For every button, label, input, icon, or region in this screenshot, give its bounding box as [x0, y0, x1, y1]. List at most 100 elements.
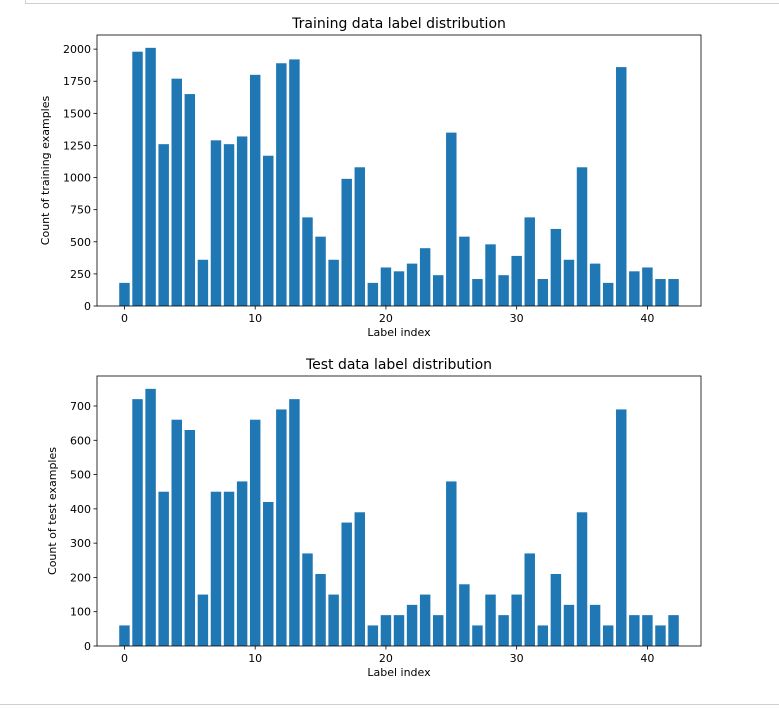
test-bar-19: [367, 625, 379, 646]
training-bar-11: [263, 155, 274, 306]
notebook-cell-border-bottom: [0, 704, 779, 705]
test-bar-10: [249, 419, 261, 646]
training-xtick-label-10: 10: [248, 312, 262, 325]
training-bar-15: [315, 236, 326, 306]
training-bar-39: [629, 271, 640, 306]
training-ytick-label-1250: 1250: [63, 139, 91, 152]
training-ytick-label-250: 250: [70, 268, 91, 281]
test-bar-7: [210, 491, 222, 646]
test-bar-31: [524, 553, 535, 646]
training-ytick-label-1750: 1750: [63, 75, 91, 88]
test-ytick-label-600: 600: [70, 434, 91, 447]
training-chart: 0 10 20 30 40 0 250 500 750 1000 1250 1500 1750 2000 T…: [39, 16, 702, 339]
test-bar-23: [419, 594, 431, 646]
test-bar-32: [537, 625, 549, 646]
test-bar-20: [380, 615, 392, 646]
test-bar-41: [655, 625, 666, 646]
training-bar-21: [393, 271, 405, 306]
training-ytick-label-750: 750: [70, 204, 91, 217]
training-bar-8: [223, 144, 235, 306]
training-chart-title: Training data label distribution: [291, 16, 506, 32]
training-bar-7: [210, 140, 222, 306]
training-bar-30: [511, 255, 522, 306]
test-bar-27: [472, 625, 483, 646]
training-ytick-label-1500: 1500: [63, 107, 91, 120]
test-bar-2: [145, 388, 156, 646]
training-bar-29: [498, 275, 509, 306]
test-bar-1: [132, 399, 143, 646]
test-ytick-label-0: 0: [84, 640, 91, 653]
training-x-axis-label: Label index: [367, 326, 431, 339]
training-bar-42: [668, 279, 679, 306]
test-bar-38: [616, 409, 627, 646]
training-bar-38: [616, 67, 627, 306]
test-bar-30: [511, 594, 522, 646]
training-bar-25: [446, 132, 457, 306]
training-bar-24: [432, 275, 444, 306]
test-bar-17: [341, 522, 352, 646]
test-bar-39: [629, 615, 640, 646]
test-ytick-label-400: 400: [70, 503, 91, 516]
training-bar-17: [341, 178, 352, 306]
training-bar-20: [380, 267, 392, 306]
training-bar-0: [119, 282, 130, 306]
training-bar-18: [354, 167, 366, 306]
test-bar-24: [432, 615, 444, 646]
test-ytick-label-100: 100: [70, 606, 91, 619]
test-bar-16: [328, 594, 339, 646]
test-bar-4: [171, 419, 182, 646]
training-xtick-label-30: 30: [510, 312, 524, 325]
test-bar-26: [459, 584, 470, 646]
training-bar-36: [589, 263, 601, 306]
test-bar-33: [550, 574, 562, 646]
training-bar-40: [642, 267, 653, 306]
test-xtick-label-0: 0: [121, 652, 128, 665]
training-bar-1: [132, 51, 143, 307]
test-plot-frame: [96, 375, 702, 647]
training-xtick-label-20: 20: [379, 312, 393, 325]
test-bar-0: [119, 625, 130, 646]
training-bar-34: [563, 259, 575, 306]
test-bar-15: [315, 574, 326, 646]
training-bar-3: [158, 144, 169, 306]
training-ytick-label-1000: 1000: [63, 172, 91, 185]
test-xtick-label-40: 40: [640, 652, 654, 665]
test-bar-25: [446, 481, 457, 646]
test-bar-11: [263, 502, 274, 646]
training-bar-37: [602, 282, 614, 306]
test-bar-6: [197, 594, 209, 646]
training-bar-31: [524, 217, 535, 306]
test-bar-35: [576, 512, 588, 646]
test-bar-8: [223, 491, 235, 646]
test-bar-34: [563, 604, 575, 646]
training-bar-10: [249, 74, 261, 306]
training-bar-2: [145, 47, 156, 307]
training-bar-13: [289, 59, 300, 307]
test-bar-18: [354, 512, 366, 646]
test-chart-title: Test data label distribution: [305, 357, 492, 373]
training-bar-28: [485, 244, 496, 306]
training-bar-26: [459, 236, 470, 306]
training-bar-22: [406, 263, 418, 306]
test-bar-21: [393, 615, 405, 646]
training-ytick-label-0: 0: [84, 300, 91, 313]
notebook-cell-border-top: [25, 0, 779, 4]
training-ytick-label-2000: 2000: [63, 43, 91, 56]
test-ytick-label-200: 200: [70, 571, 91, 584]
training-bar-33: [550, 228, 562, 306]
training-ytick-label-500: 500: [70, 236, 91, 249]
training-bar-14: [302, 217, 313, 306]
test-bar-42: [668, 615, 679, 646]
test-ytick-label-300: 300: [70, 537, 91, 550]
test-y-axis-label: Count of test examples: [46, 447, 59, 575]
test-bar-22: [406, 604, 418, 646]
test-ytick-label-500: 500: [70, 469, 91, 482]
training-bar-6: [197, 259, 209, 306]
training-xtick-label-40: 40: [640, 312, 654, 325]
training-plot-frame: [96, 34, 702, 307]
test-bar-28: [485, 594, 496, 646]
test-xtick-label-30: 30: [510, 652, 524, 665]
training-bar-35: [576, 167, 588, 306]
